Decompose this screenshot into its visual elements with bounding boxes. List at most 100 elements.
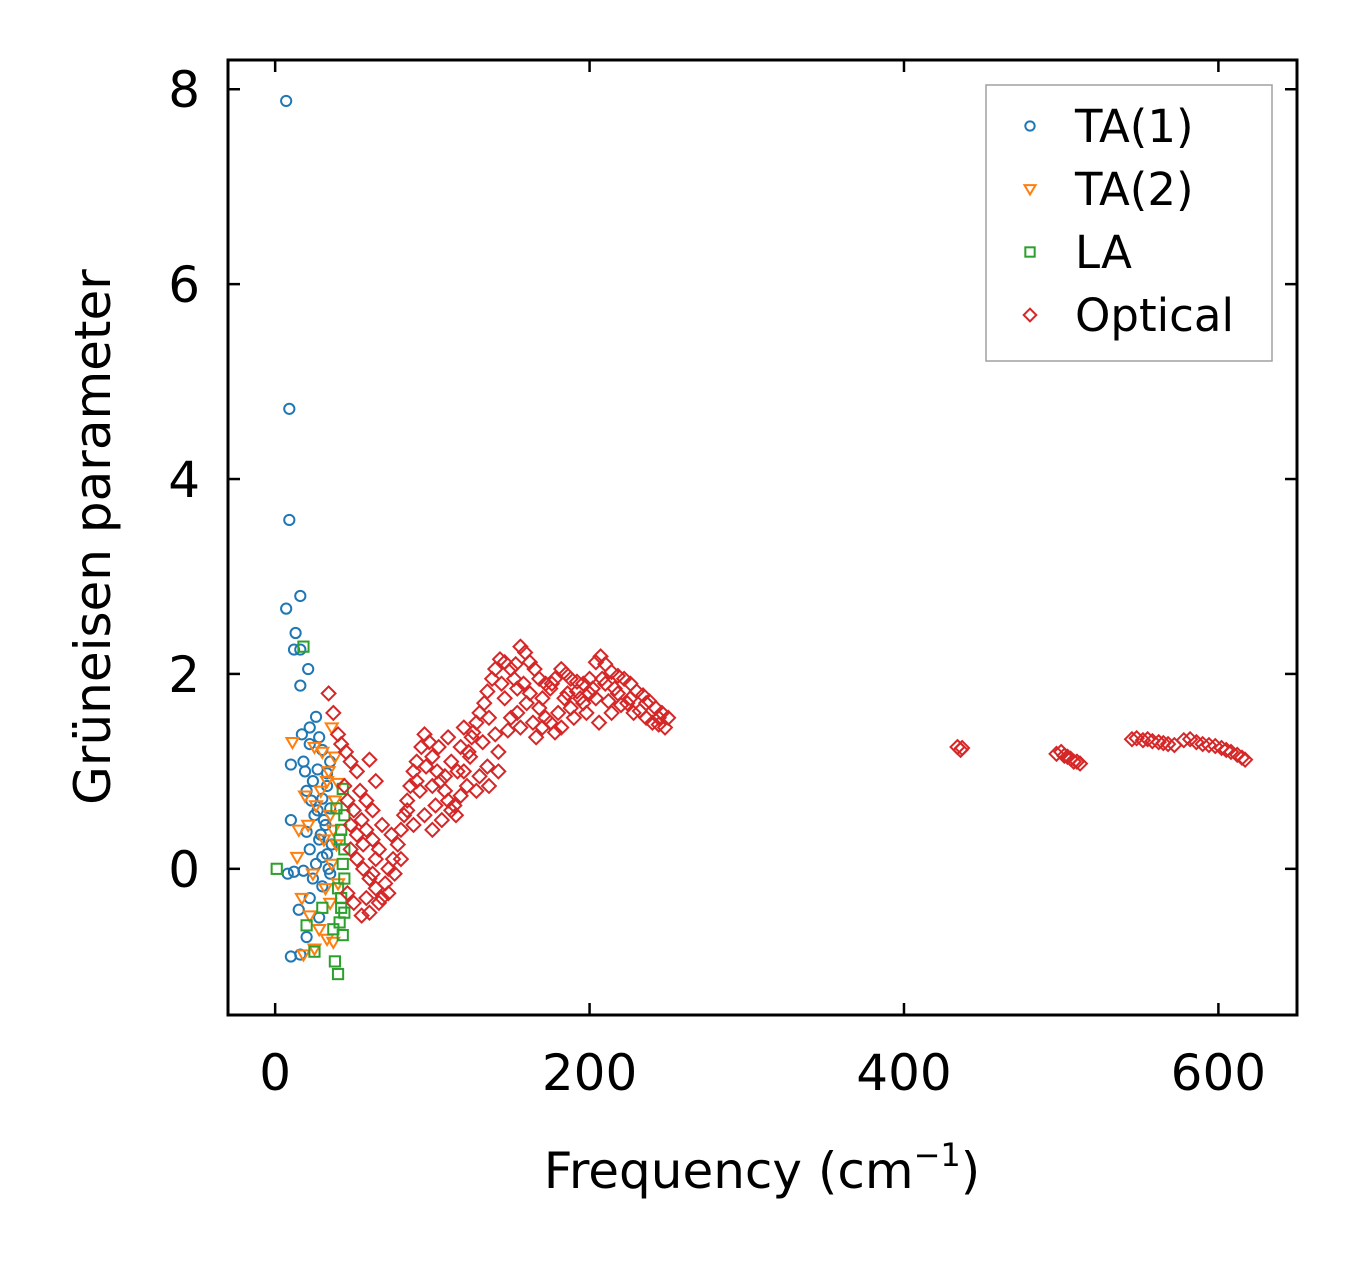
plot-marks: [270, 94, 1254, 981]
data-point: [606, 680, 624, 697]
data-point: [298, 765, 312, 778]
y-tick-label: 0: [168, 841, 200, 899]
data-point: [295, 949, 312, 963]
data-point: [480, 709, 498, 727]
series-la: [270, 640, 351, 981]
data-point: [424, 748, 441, 766]
legend-item: TA(2): [1022, 163, 1194, 216]
x-axis-title-suffix: ): [961, 1142, 981, 1200]
data-point: [380, 884, 397, 902]
data-point: [471, 767, 488, 785]
data-point: [424, 777, 441, 795]
legend-label: Optical: [1075, 289, 1234, 342]
x-tick-label: 200: [542, 1044, 637, 1102]
data-point: [486, 726, 504, 743]
data-point: [320, 685, 337, 702]
data-point: [568, 683, 586, 700]
data-point: [1175, 731, 1193, 749]
data-point: [319, 933, 335, 947]
data-point: [420, 733, 438, 751]
x-tick-label: 0: [259, 1044, 291, 1102]
data-point: [316, 834, 332, 848]
data-point: [587, 653, 605, 671]
data-point: [455, 719, 473, 736]
data-point: [324, 722, 340, 736]
data-point: [330, 802, 343, 815]
data-point: [361, 870, 378, 887]
data-point: [342, 841, 359, 858]
data-point: [546, 670, 564, 688]
data-point: [335, 901, 348, 914]
data-point: [324, 802, 337, 815]
data-point: [345, 802, 363, 819]
data-point: [590, 714, 608, 731]
y-tick-label: 2: [168, 646, 200, 704]
data-point: [290, 824, 307, 838]
data-point: [552, 719, 570, 736]
data-point: [361, 751, 378, 768]
x-axis-title-main: Frequency (cm: [544, 1142, 914, 1200]
data-point: [1228, 746, 1246, 764]
legend-marker: [1024, 246, 1036, 258]
data-point: [1144, 732, 1161, 750]
data-point: [373, 889, 391, 907]
data-point: [1194, 735, 1211, 753]
legend-item: Optical: [1022, 289, 1234, 342]
data-point: [622, 689, 639, 707]
data-point: [408, 772, 425, 790]
data-point: [322, 810, 338, 824]
data-point: [452, 787, 469, 805]
data-point: [584, 680, 602, 697]
data-point: [367, 850, 385, 868]
data-point: [474, 733, 491, 751]
data-point: [364, 831, 381, 848]
data-point: [953, 739, 971, 757]
data-point: [322, 897, 338, 911]
data-point: [615, 670, 633, 688]
data-point: [300, 919, 313, 932]
data-point: [283, 402, 296, 415]
legend-item: LA: [1024, 226, 1132, 279]
data-point: [358, 889, 375, 907]
data-point: [308, 800, 324, 814]
data-point: [483, 670, 501, 688]
series-optical: [320, 638, 1254, 924]
data-point: [358, 821, 375, 839]
data-point: [313, 731, 326, 744]
data-point: [433, 811, 451, 829]
data-point: [327, 751, 343, 765]
data-point: [339, 792, 356, 809]
data-point: [644, 714, 661, 731]
data-point: [342, 816, 359, 834]
data-point: [325, 704, 342, 722]
data-point: [313, 911, 326, 924]
data-point: [395, 806, 413, 824]
data-point: [578, 704, 595, 722]
data-point: [309, 857, 323, 871]
y-tick-label: 8: [168, 61, 200, 119]
data-point: [416, 806, 433, 824]
data-point: [333, 833, 346, 846]
data-point: [402, 777, 419, 795]
data-point: [364, 865, 381, 883]
data-point: [543, 675, 561, 692]
data-point: [373, 816, 391, 834]
data-point: [336, 777, 353, 795]
data-point: [317, 883, 334, 897]
data-point: [383, 826, 400, 844]
data-point: [493, 675, 510, 692]
data-point: [297, 755, 310, 768]
legend-label: LA: [1075, 226, 1132, 279]
data-point: [479, 683, 496, 700]
data-point: [316, 880, 329, 893]
data-point: [408, 753, 425, 770]
data-point: [297, 790, 313, 804]
data-point: [587, 689, 605, 707]
data-point: [1159, 735, 1177, 753]
data-point: [309, 710, 323, 723]
data-point: [306, 872, 319, 885]
data-point: [508, 680, 526, 697]
data-point: [490, 763, 507, 780]
data-point: [283, 513, 296, 527]
data-point: [507, 655, 525, 673]
